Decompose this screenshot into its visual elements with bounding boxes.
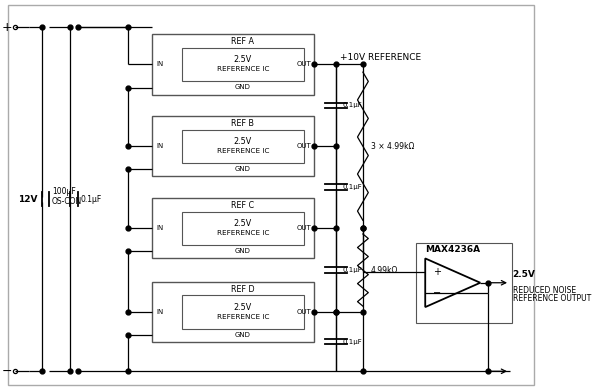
Bar — [182, 48, 303, 81]
Text: 3 × 4.99kΩ: 3 × 4.99kΩ — [371, 142, 414, 151]
Text: OUT: OUT — [297, 143, 312, 149]
Text: GND: GND — [235, 332, 250, 338]
Text: 0.1μF: 0.1μF — [342, 102, 362, 108]
Text: +: + — [433, 268, 441, 277]
Bar — [182, 129, 303, 163]
Text: 0.1μF: 0.1μF — [342, 267, 362, 273]
Text: IN: IN — [156, 309, 164, 315]
Bar — [152, 198, 314, 258]
Text: 0.1μF: 0.1μF — [81, 195, 102, 204]
Text: GND: GND — [235, 248, 250, 254]
Text: 2.5V: 2.5V — [234, 219, 252, 228]
Text: REF D: REF D — [231, 285, 255, 294]
Text: 2.5V: 2.5V — [513, 270, 536, 279]
Bar — [152, 282, 314, 342]
Text: OUT: OUT — [297, 225, 312, 231]
Text: 0.1μF: 0.1μF — [342, 184, 362, 190]
Text: REF B: REF B — [231, 119, 254, 128]
Text: 4.99kΩ: 4.99kΩ — [371, 266, 399, 275]
Bar — [416, 243, 512, 323]
Bar — [182, 296, 303, 328]
Text: GND: GND — [235, 84, 250, 90]
Text: REFERENCE OUTPUT: REFERENCE OUTPUT — [513, 294, 591, 303]
Text: IN: IN — [156, 225, 164, 231]
Text: 2.5V: 2.5V — [234, 55, 252, 64]
Text: 0.1μF: 0.1μF — [342, 339, 362, 345]
Text: +: + — [2, 21, 12, 34]
Text: 12V: 12V — [18, 195, 37, 204]
Text: REFERENCE IC: REFERENCE IC — [217, 230, 269, 236]
Text: 100μF: 100μF — [52, 187, 76, 196]
Text: −: − — [433, 288, 441, 298]
Text: GND: GND — [235, 166, 250, 172]
Text: REF A: REF A — [231, 37, 254, 46]
Text: +10V REFERENCE: +10V REFERENCE — [340, 53, 421, 62]
Bar — [152, 34, 314, 95]
Text: REFERENCE IC: REFERENCE IC — [217, 148, 269, 154]
Text: REF C: REF C — [231, 201, 255, 210]
Text: IN: IN — [156, 61, 164, 67]
Text: IN: IN — [156, 143, 164, 149]
Text: REDUCED NOISE: REDUCED NOISE — [513, 286, 576, 295]
Text: REFERENCE IC: REFERENCE IC — [217, 314, 269, 320]
Bar — [182, 211, 303, 245]
Bar — [152, 116, 314, 176]
Text: MAX4236A: MAX4236A — [425, 245, 480, 254]
Text: OUT: OUT — [297, 61, 312, 67]
Text: OUT: OUT — [297, 309, 312, 315]
Text: 2.5V: 2.5V — [234, 303, 252, 312]
Text: OS-CON: OS-CON — [52, 197, 82, 206]
Text: REFERENCE IC: REFERENCE IC — [217, 66, 269, 72]
Text: 2.5V: 2.5V — [234, 137, 252, 146]
Text: −: − — [2, 365, 12, 378]
